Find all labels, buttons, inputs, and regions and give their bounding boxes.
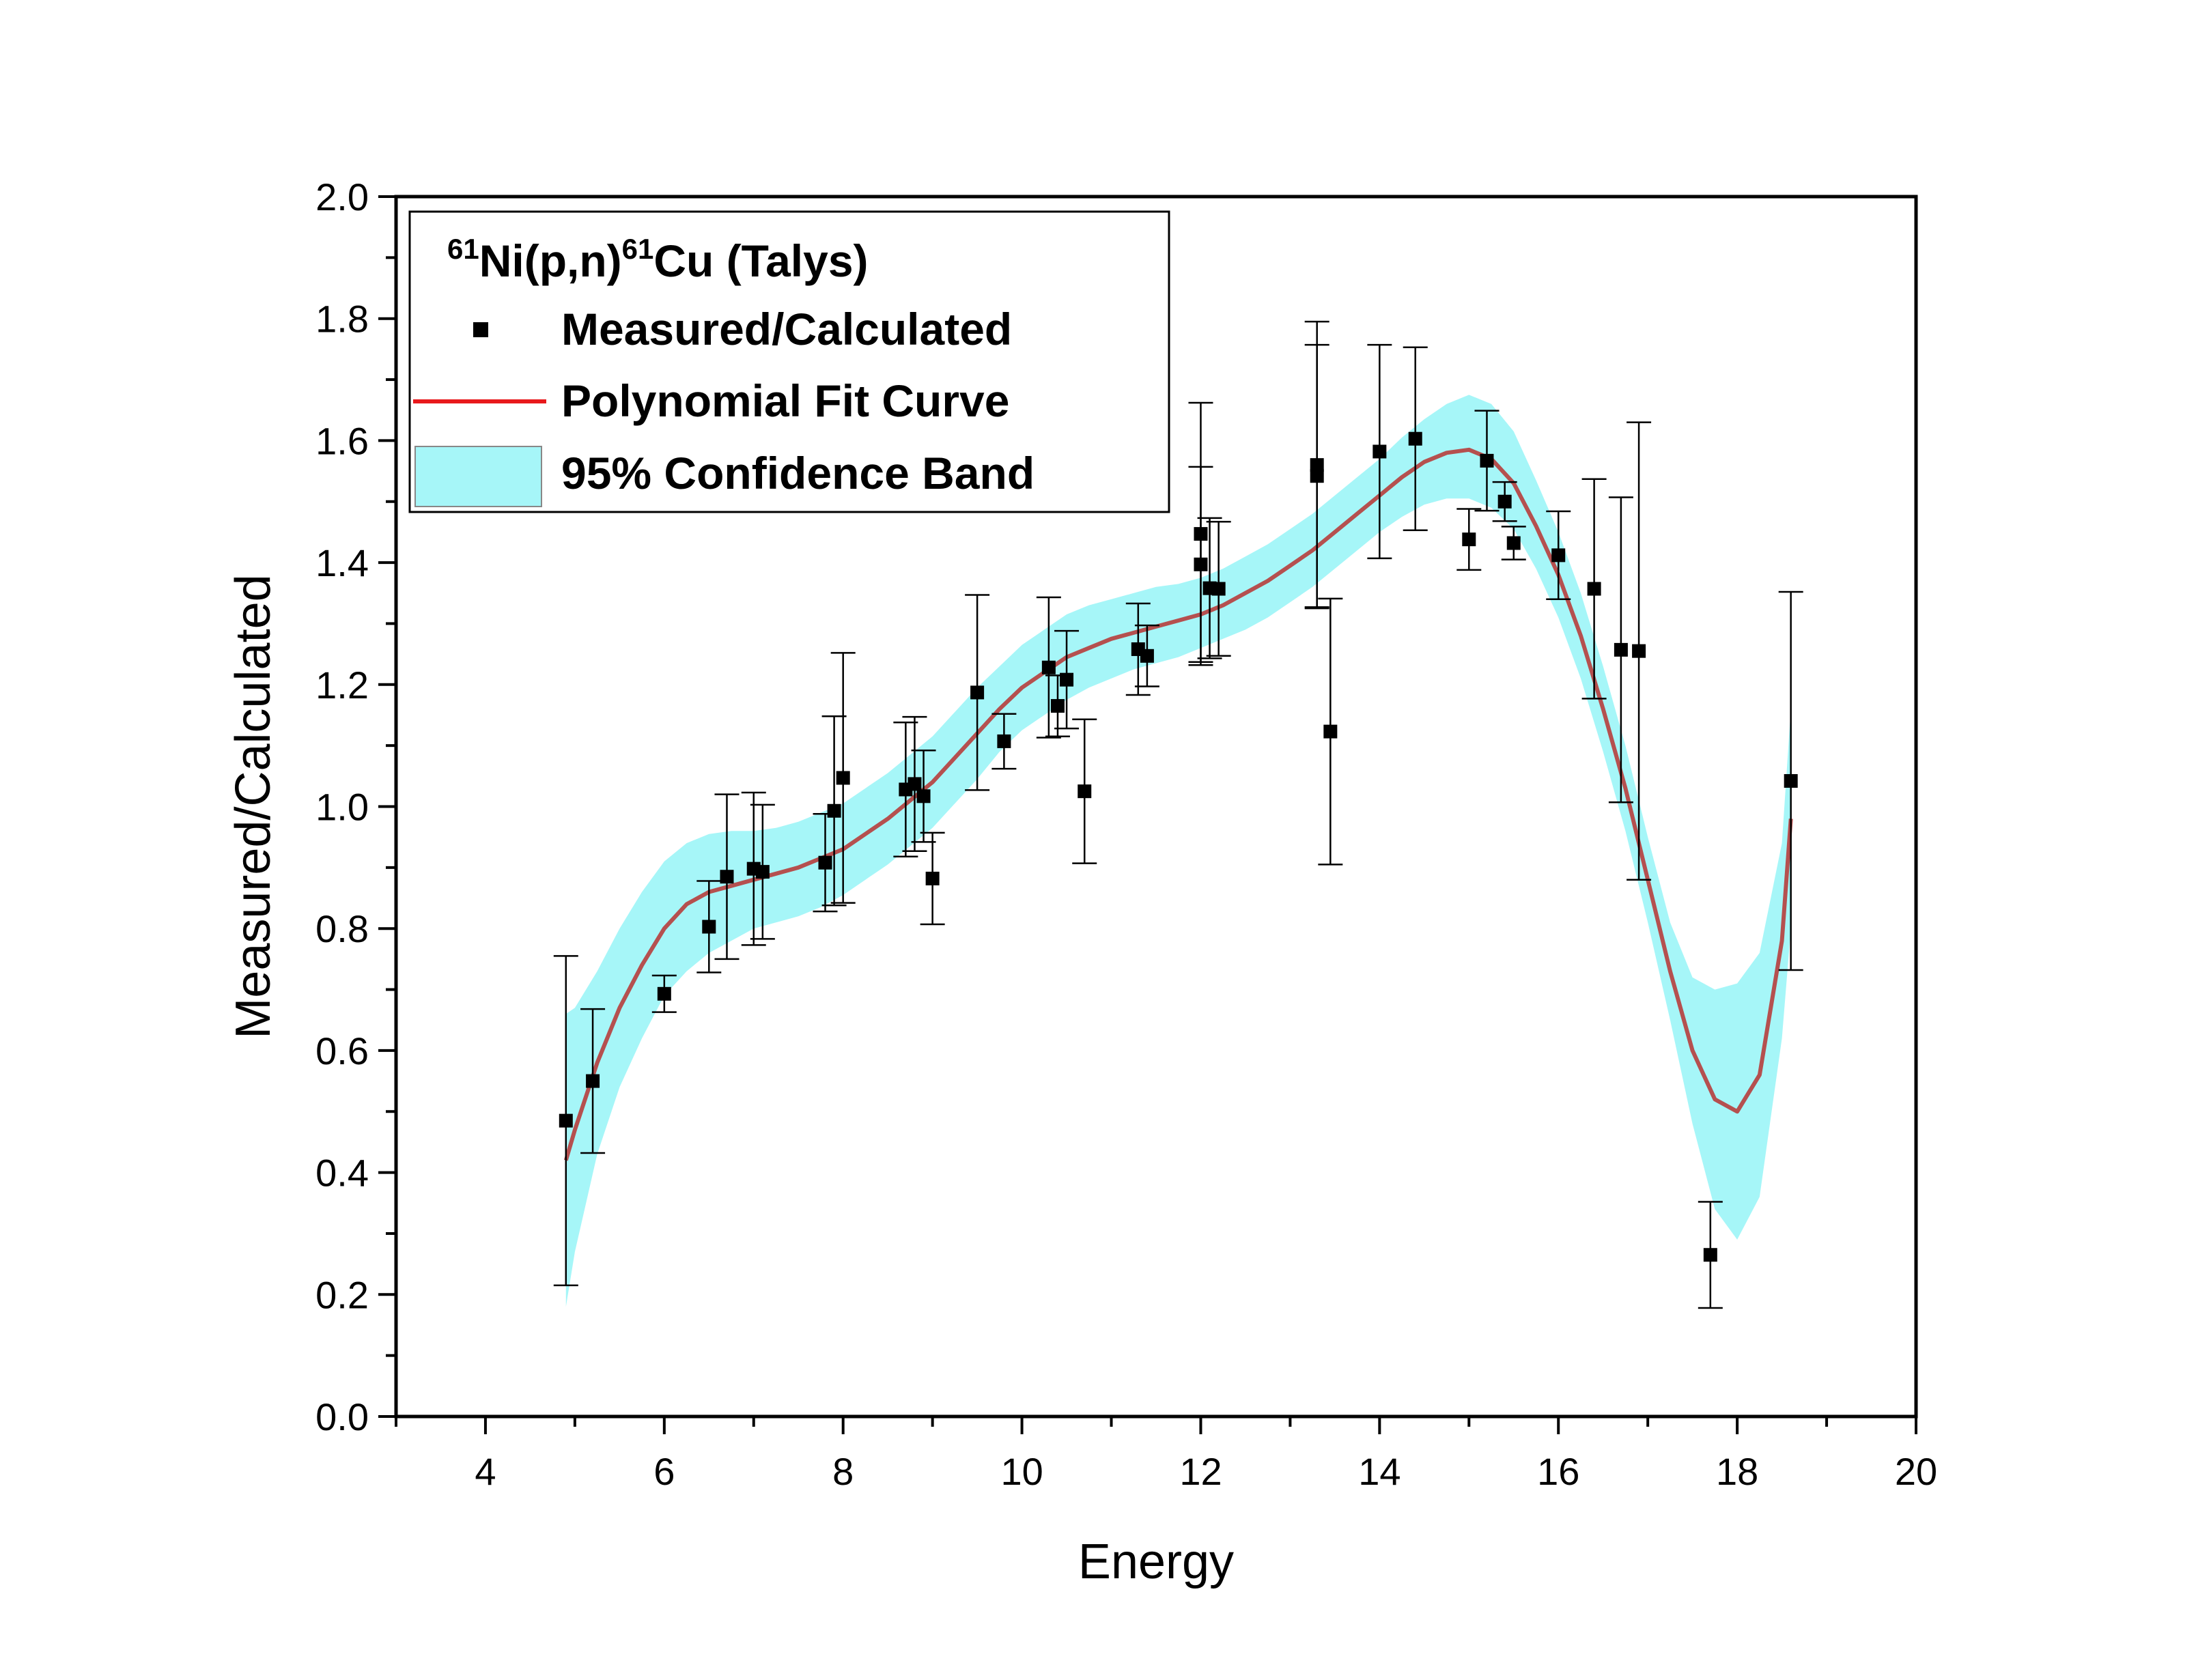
x-axis: 4 6 8 10 12 14 16 18 20 [395,1416,1937,1493]
data-point [1587,582,1601,596]
x-tick-label: 18 [1716,1450,1758,1493]
data-point [1462,532,1476,547]
data-point [657,986,671,1001]
data-points-layer [553,320,1803,1309]
x-tick-label: 10 [1000,1450,1043,1493]
data-point [1323,724,1338,739]
data-point [997,734,1011,748]
data-point [818,855,832,870]
confidence-band-area [565,395,1791,1307]
data-point [1211,582,1226,596]
data-point [1703,1248,1717,1262]
data-point [836,771,850,785]
legend-marker-band [414,446,542,507]
data-point [1614,642,1628,657]
data-point [755,865,770,879]
legend: 61Ni(p,n)61Cu (Talys)Measured/Calculated… [408,210,1170,513]
y-tick-label: 0.6 [315,1029,369,1072]
x-tick-label: 12 [1179,1450,1222,1493]
data-point [970,685,985,700]
data-point [916,789,931,803]
data-point [1041,660,1056,674]
x-tick-label: 4 [475,1450,496,1493]
y-tick-label: 1.0 [315,786,369,829]
data-point [1078,784,1092,799]
legend-entry-label: Measured/Calculated [561,304,1012,354]
x-tick-label: 16 [1537,1450,1579,1493]
y-tick-label: 2.0 [315,175,369,218]
data-point [1372,444,1387,459]
legend-marker-square [473,322,488,337]
y-tick-label: 1.6 [315,419,369,462]
y-tick-label: 1.4 [315,541,369,584]
data-point [702,920,716,934]
legend-title-superscript: 61 [447,233,479,265]
legend-title-part: Ni(p,n) [479,236,622,286]
data-point [1140,649,1154,663]
x-tick-label: 6 [653,1450,675,1493]
y-tick-label: 0.0 [315,1395,369,1438]
x-axis-title: Energy [1078,1535,1234,1589]
legend-entry-label: 95% Confidence Band [561,448,1034,498]
data-point [1551,548,1566,563]
confidence-band-layer [565,395,1791,1307]
y-axis: 0.0 0.2 0.4 0.6 0.8 1.0 1.2 1.4 1.6 1.8 2.0 [315,175,396,1438]
data-point [586,1074,600,1088]
legend-entry-label: Polynomial Fit Curve [561,375,1009,426]
data-point [559,1113,573,1128]
data-point [1506,536,1521,550]
data-point [1480,453,1494,468]
y-tick-label: 1.8 [315,298,369,341]
legend-title-part: Cu (Talys) [653,236,868,286]
data-point [907,777,922,791]
data-point [1194,557,1208,571]
data-point [1310,469,1324,483]
data-point [1632,644,1646,658]
data-point [1050,699,1065,713]
data-point [827,803,841,818]
y-tick-label: 0.8 [315,907,369,950]
legend-title-superscript: 61 [622,233,654,265]
data-point [1408,431,1422,446]
x-tick-label: 20 [1895,1450,1937,1493]
x-tick-label: 14 [1358,1450,1400,1493]
data-point [1784,773,1798,788]
data-point [1060,672,1074,687]
data-point [925,871,940,885]
y-tick-label: 0.4 [315,1152,369,1195]
y-tick-label: 0.2 [315,1273,369,1316]
y-axis-title: Measured/Calculated [226,574,281,1038]
data-point [720,870,734,884]
data-point [1497,494,1512,509]
y-tick-label: 1.2 [315,664,369,707]
x-tick-label: 8 [832,1450,854,1493]
legend-title: 61Ni(p,n)61Cu (Talys) [447,233,869,286]
